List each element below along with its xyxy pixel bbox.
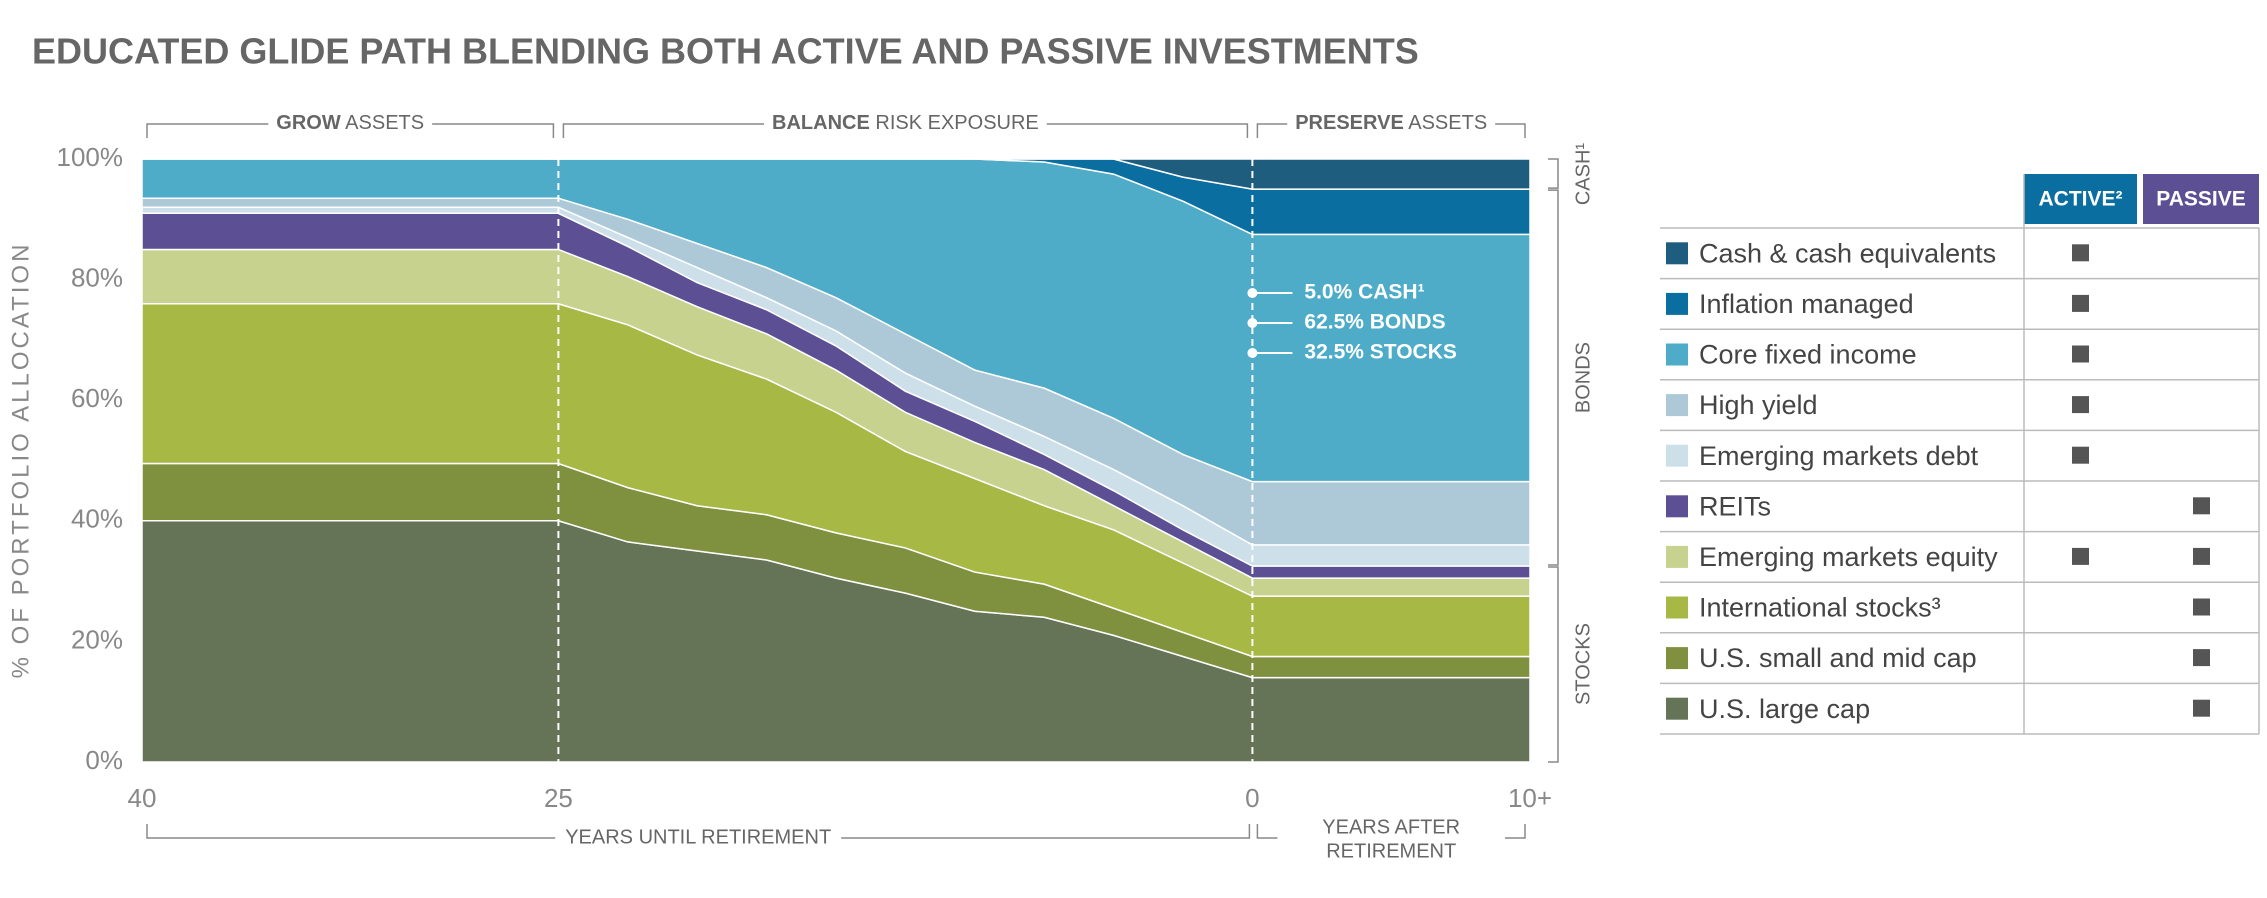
y-axis-label: % OF PORTFOLIO ALLOCATION — [7, 242, 34, 679]
label-bg — [1287, 118, 1496, 130]
active-marker — [2072, 396, 2089, 414]
legend-header: ACTIVE² — [2039, 188, 2123, 211]
legend-label: Core fixed income — [1699, 340, 1917, 370]
active-marker — [2072, 244, 2089, 262]
group-label: CASH¹ — [1572, 143, 1594, 206]
x-tick-label: 0 — [1245, 783, 1259, 813]
x-axis-label: YEARS UNTIL RETIREMENT — [565, 826, 831, 848]
phase-rest: ASSETS — [345, 112, 424, 134]
chart-title: EDUCATED GLIDE PATH BLENDING BOTH ACTIVE… — [32, 31, 1419, 72]
phase-rest: ASSETS — [1408, 112, 1487, 134]
y-tick-label: 40% — [71, 504, 123, 534]
label-bg — [764, 118, 1047, 130]
legend-label: Inflation managed — [1699, 289, 1914, 319]
passive-marker — [2193, 547, 2210, 565]
group-bracket — [1548, 566, 1559, 763]
area-series — [142, 158, 1531, 190]
phase-label: BALANCE RISK EXPOSURE — [772, 112, 1039, 134]
annotation-dot — [1247, 318, 1258, 328]
legend-swatch — [1666, 596, 1688, 619]
legend-header-bg — [2143, 174, 2259, 224]
phase-bold: GROW — [276, 112, 341, 134]
legend-header-bg — [2024, 174, 2137, 224]
legend-label: U.S. small and mid cap — [1699, 643, 1977, 673]
annotation-dot — [1247, 348, 1258, 358]
phase-bold: BALANCE — [772, 112, 870, 134]
legend-swatch — [1666, 343, 1688, 366]
passive-marker — [2193, 699, 2210, 717]
legend-label: Emerging markets equity — [1699, 542, 1998, 572]
label-bg — [1277, 832, 1505, 844]
legend-label: REITs — [1699, 491, 1771, 521]
phase-label: PRESERVE ASSETS — [1295, 112, 1487, 134]
phase-rest: RISK EXPOSURE — [875, 112, 1038, 134]
y-tick-label: 100% — [57, 142, 124, 172]
label-bg — [555, 832, 842, 844]
legend-swatch — [1666, 242, 1688, 265]
active-marker — [2072, 547, 2089, 565]
x-tick-label: 25 — [544, 783, 573, 813]
y-tick-label: 60% — [71, 383, 123, 413]
legend-label: U.S. large cap — [1699, 694, 1870, 724]
x2-axis-label: YEARS AFTER — [1322, 816, 1460, 838]
active-marker — [2072, 294, 2089, 312]
y-tick-label: 20% — [71, 624, 123, 654]
x-tick-label: 10+ — [1508, 783, 1552, 813]
plot-area — [141, 158, 1531, 763]
legend-label: International stocks³ — [1699, 593, 1941, 623]
legend-header: PASSIVE — [2156, 188, 2245, 211]
legend-label: High yield — [1699, 390, 1818, 420]
label-bg — [268, 118, 433, 130]
active-marker — [2072, 345, 2089, 363]
legend-swatch — [1666, 697, 1688, 720]
annotation: 62.5% BONDS — [1304, 311, 1445, 334]
x2-axis-label: RETIREMENT — [1326, 840, 1456, 862]
legend-label: Emerging markets debt — [1699, 441, 1979, 471]
annotation: 32.5% STOCKS — [1304, 341, 1457, 364]
annotation: 5.0% CASH¹ — [1304, 281, 1424, 304]
legend-swatch — [1666, 545, 1688, 568]
legend-label: Cash & cash equivalents — [1699, 238, 1996, 268]
passive-marker — [2193, 598, 2210, 616]
group-bracket — [1548, 189, 1559, 566]
legend-swatch — [1666, 647, 1688, 670]
passive-marker — [2193, 497, 2210, 515]
passive-marker — [2193, 649, 2210, 667]
legend-swatch — [1666, 394, 1688, 417]
group-label: STOCKS — [1572, 623, 1594, 705]
active-marker — [2072, 446, 2089, 464]
phase-bold: PRESERVE — [1295, 112, 1404, 134]
y-tick-label: 0% — [85, 745, 123, 775]
y-tick-label: 80% — [71, 262, 123, 292]
legend-swatch — [1666, 495, 1688, 518]
legend-swatch — [1666, 292, 1688, 315]
annotation-dot — [1247, 288, 1258, 298]
phase-label: GROW ASSETS — [276, 112, 424, 134]
x-tick-label: 40 — [128, 783, 157, 813]
group-bracket — [1548, 158, 1559, 189]
legend-swatch — [1666, 444, 1688, 467]
group-label: BONDS — [1572, 342, 1594, 413]
